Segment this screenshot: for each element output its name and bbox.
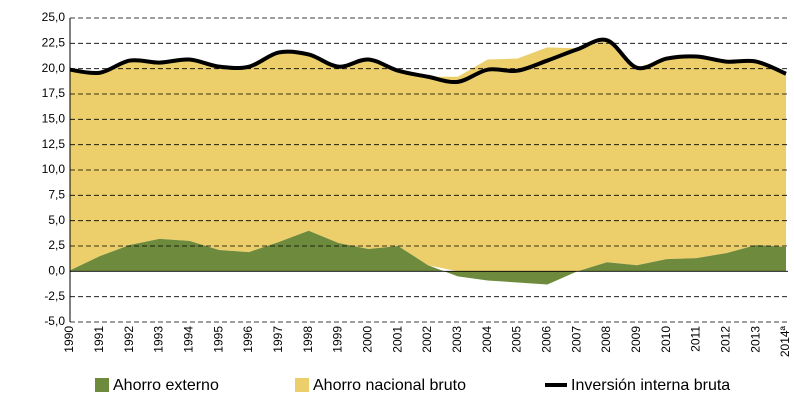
legend-swatch — [295, 378, 309, 392]
x-tick-label: 2012 — [719, 326, 733, 353]
legend-label: Inversión interna bruta — [571, 377, 730, 394]
x-tick-label: 1990 — [62, 326, 76, 353]
x-tick-label: 2011 — [689, 326, 703, 352]
y-tick-label: 0,0 — [48, 264, 65, 278]
y-tick-label: 12,5 — [42, 137, 66, 151]
x-tick-label: 2003 — [450, 326, 464, 353]
x-tick-label: 1999 — [331, 326, 345, 353]
y-tick-label: 25,0 — [42, 10, 66, 24]
legend-swatch — [95, 378, 109, 392]
y-tick-label: -5,0 — [44, 314, 65, 328]
y-tick-label: 15,0 — [42, 112, 66, 126]
x-tick-label: 2000 — [361, 326, 375, 353]
area-nacional — [70, 40, 786, 272]
x-tick-label: 1993 — [152, 326, 166, 353]
x-tick-label: 1995 — [211, 326, 225, 353]
x-tick-label: 2002 — [420, 326, 434, 353]
x-tick-label: 2014ª — [778, 325, 792, 357]
x-tick-label: 1996 — [241, 326, 255, 353]
y-tick-label: 10,0 — [42, 162, 66, 176]
x-tick-label: 2009 — [629, 326, 643, 353]
y-tick-label: -2,5 — [44, 289, 65, 303]
x-tick-label: 1994 — [182, 326, 196, 353]
x-tick-label: 1997 — [271, 326, 285, 353]
x-tick-label: 2010 — [659, 326, 673, 353]
x-tick-label: 2007 — [569, 326, 583, 353]
y-tick-label: 20,0 — [42, 61, 66, 75]
x-tick-label: 1991 — [92, 326, 106, 353]
x-tick-label: 2005 — [510, 326, 524, 353]
x-tick-label: 2004 — [480, 326, 494, 353]
legend-label: Ahorro externo — [113, 377, 219, 394]
x-tick-label: 1992 — [122, 326, 136, 353]
legend-label: Ahorro nacional bruto — [313, 377, 466, 394]
x-tick-label: 2008 — [599, 326, 613, 353]
x-tick-label: 1998 — [301, 326, 315, 353]
y-tick-label: 5,0 — [48, 213, 65, 227]
line-inversion — [69, 37, 787, 85]
x-tick-label: 2001 — [390, 326, 404, 353]
y-tick-label: 22,5 — [42, 36, 66, 50]
y-tick-label: 7,5 — [48, 188, 65, 202]
y-tick-label: 17,5 — [42, 86, 66, 100]
x-tick-label: 2013 — [748, 326, 762, 353]
x-tick-label: 2006 — [540, 326, 554, 353]
y-tick-label: 2,5 — [48, 238, 65, 252]
